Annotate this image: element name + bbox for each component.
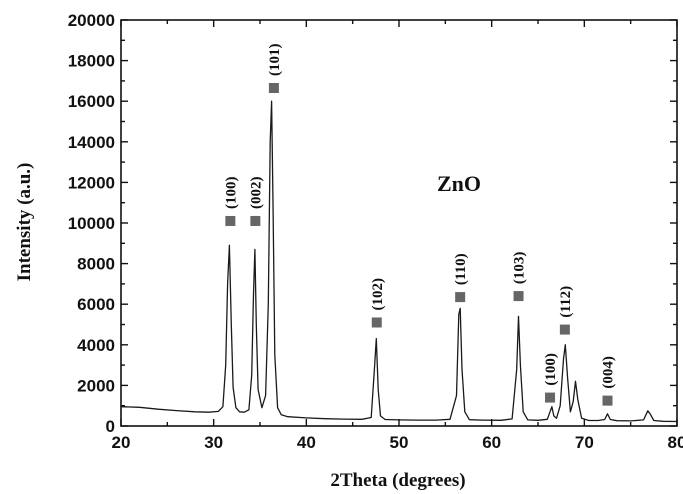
- x-tick-label: 70: [575, 433, 594, 452]
- peak-marker: [545, 392, 556, 403]
- peak-marker: [371, 317, 382, 328]
- y-tick-label: 12000: [68, 173, 115, 192]
- y-tick-label: 14000: [68, 133, 115, 152]
- x-tick-label: 60: [482, 433, 501, 452]
- y-tick-label: 6000: [77, 295, 115, 314]
- plot-frame: [120, 19, 678, 427]
- peak-label: (110): [453, 253, 469, 285]
- x-tick-label: 40: [297, 433, 316, 452]
- peak-marker: [268, 83, 279, 94]
- x-tick-label: 20: [112, 433, 131, 452]
- y-tick-label: 2000: [77, 376, 115, 395]
- y-tick-label: 20000: [68, 11, 115, 30]
- y-tick-label: 0: [106, 417, 115, 436]
- peak-label: (100): [223, 176, 239, 209]
- x-axis-title: 2Theta (degrees): [330, 470, 465, 491]
- peak-label: (103): [512, 252, 528, 285]
- peak-label: (002): [248, 176, 264, 209]
- x-tick-label: 80: [668, 433, 683, 452]
- peak-marker: [559, 324, 570, 335]
- xrd-pattern-line: [120, 100, 678, 423]
- y-axis-title: Intensity (a.u.): [14, 163, 35, 282]
- x-tick-label: 30: [204, 433, 223, 452]
- peak-label: (102): [370, 278, 386, 311]
- peak-label: (101): [267, 44, 283, 77]
- y-tick-label: 18000: [68, 52, 115, 71]
- sample-annotation: ZnO: [437, 171, 481, 196]
- peak-marker: [250, 215, 261, 226]
- y-tick-label: 4000: [77, 336, 115, 355]
- peak-marker: [513, 291, 524, 302]
- y-tick-label: 10000: [68, 214, 115, 233]
- y-tick-label: 8000: [77, 255, 115, 274]
- peak-label: (004): [601, 356, 617, 389]
- peak-marker: [602, 395, 613, 406]
- peak-marker: [455, 292, 466, 303]
- y-tick-label: 16000: [68, 92, 115, 111]
- peak-marker: [225, 215, 236, 226]
- peak-label: (112): [558, 286, 574, 318]
- peak-label: (100): [543, 353, 559, 386]
- x-tick-label: 50: [390, 433, 409, 452]
